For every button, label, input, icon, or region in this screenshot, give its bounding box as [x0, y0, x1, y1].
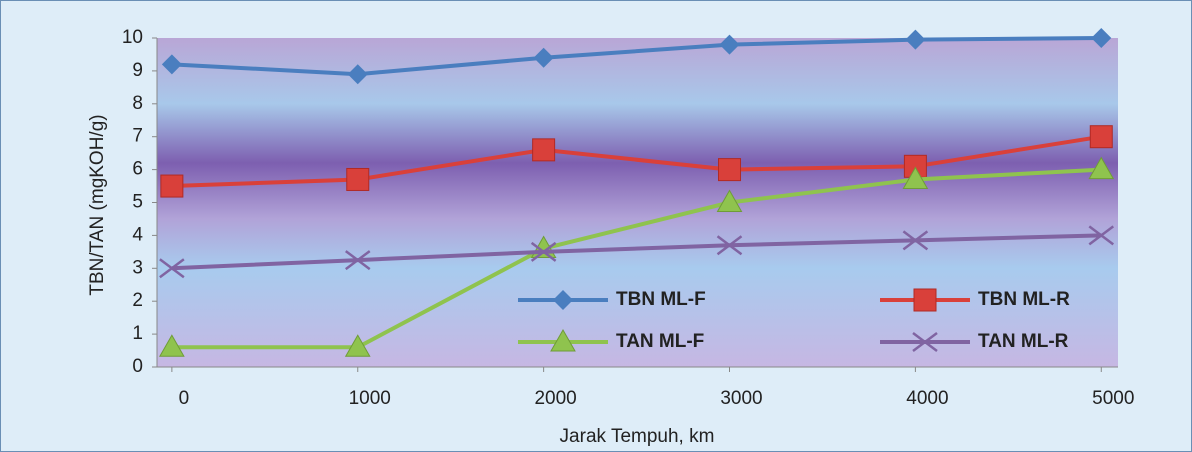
- marker: [346, 167, 370, 191]
- marker: [159, 258, 185, 279]
- y-tick-label: 5: [132, 192, 143, 213]
- y-tick-label: 3: [132, 257, 143, 278]
- x-tick-label: 5000: [1092, 388, 1134, 409]
- legend-label: TBN ML-R: [978, 289, 1070, 310]
- x-axis-title: Jarak Tempuh, km: [560, 426, 715, 447]
- y-tick-label: 1: [132, 323, 143, 344]
- legend-label: TBN ML-F: [616, 289, 706, 310]
- marker: [345, 250, 371, 271]
- y-tick-label: 7: [132, 126, 143, 147]
- y-tick-label: 9: [132, 60, 143, 81]
- marker: [1088, 156, 1115, 180]
- marker: [1088, 225, 1115, 246]
- plot-area: [157, 38, 1118, 367]
- marker: [344, 334, 371, 357]
- y-tick-label: 4: [132, 224, 143, 245]
- y-tick-label: 6: [132, 159, 143, 180]
- marker: [716, 235, 743, 256]
- marker: [532, 138, 556, 162]
- x-tick-label: 1000: [349, 388, 391, 409]
- marker: [913, 288, 937, 312]
- marker: [159, 334, 185, 357]
- series-line: [171, 134, 1102, 189]
- marker: [719, 34, 740, 55]
- y-tick-label: 2: [132, 290, 143, 311]
- y-tick-label: 0: [132, 356, 143, 377]
- marker: [905, 29, 926, 50]
- x-tick-label: 2000: [534, 388, 576, 409]
- series-line: [171, 167, 1102, 350]
- x-tick-label: 0: [179, 388, 190, 409]
- marker: [902, 166, 929, 189]
- marker: [718, 158, 742, 182]
- marker: [160, 174, 184, 198]
- series-line: [171, 233, 1102, 271]
- marker: [716, 189, 743, 212]
- marker: [347, 64, 368, 85]
- y-tick-label: 8: [132, 93, 143, 114]
- marker: [1089, 125, 1113, 149]
- x-tick-label: 3000: [720, 388, 762, 409]
- marker: [902, 230, 929, 251]
- marker: [530, 241, 557, 262]
- y-tick-label: 10: [122, 27, 143, 48]
- x-tick-label: 4000: [906, 388, 948, 409]
- legend-label: TAN ML-F: [616, 331, 704, 352]
- legend-label: TAN ML-R: [978, 331, 1069, 352]
- marker: [1091, 28, 1112, 48]
- series-line: [171, 36, 1102, 77]
- marker: [553, 290, 573, 310]
- marker: [912, 332, 938, 352]
- marker: [161, 54, 182, 75]
- marker: [550, 328, 576, 352]
- marker: [533, 47, 554, 68]
- y-axis-title: TBN/TAN (mgKOH/g): [87, 114, 108, 295]
